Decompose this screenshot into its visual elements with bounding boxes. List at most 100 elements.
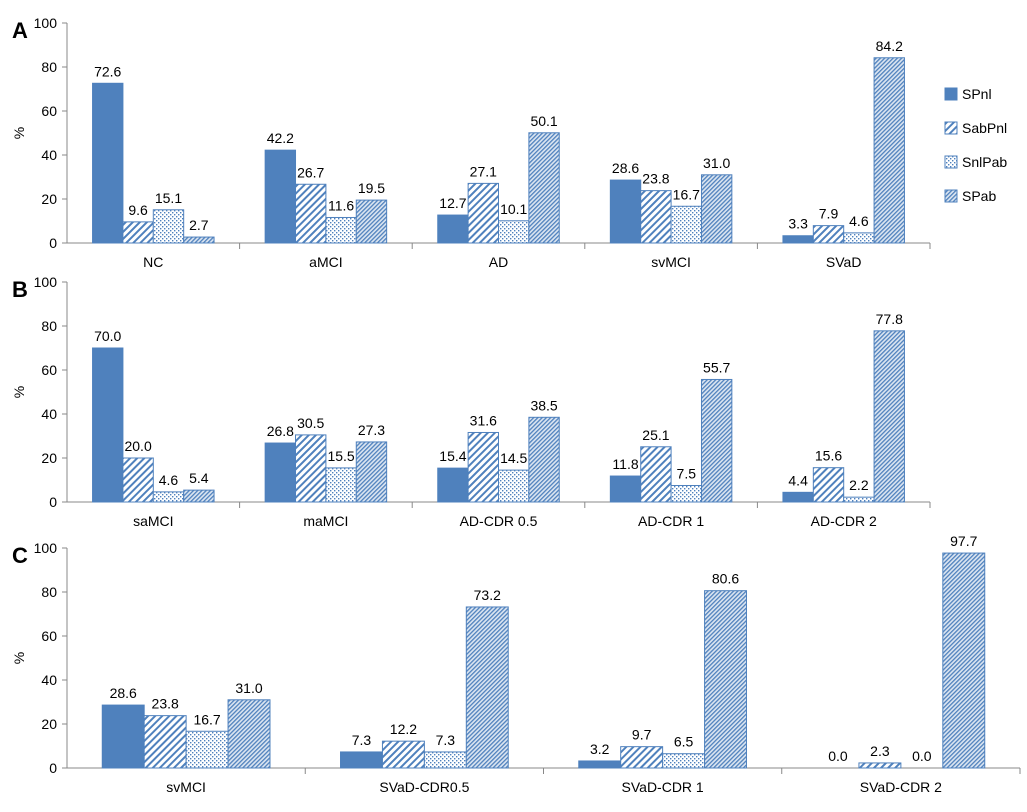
y-axis-label: %: [11, 127, 27, 139]
data-label: 27.1: [470, 163, 497, 179]
bar-snlpab: [152, 491, 185, 503]
category-label: svMCI: [166, 779, 206, 795]
legend-item-sabpnl: SabPnl: [944, 120, 1007, 136]
bar-sabpnl: [143, 715, 187, 769]
y-tick-label: 40: [41, 672, 57, 688]
bar-sabpnl: [620, 746, 664, 769]
data-label: 55.7: [703, 359, 730, 375]
data-label: 6.5: [674, 734, 694, 750]
data-label: 2.7: [189, 217, 209, 233]
data-label: 26.7: [297, 164, 324, 180]
category-label: saMCI: [133, 513, 173, 529]
y-tick-label: 100: [34, 15, 58, 31]
data-label: 10.1: [500, 201, 527, 217]
y-tick-label: 40: [41, 147, 57, 163]
panel-c: C% 0 20 40 60 80 100 svMCI 28.6 23.8 16.7 31.0 SVaD-…: [11, 533, 1021, 795]
bar-sabpnl: [858, 762, 902, 769]
bar-spab: [355, 199, 388, 244]
bar-snlpab: [325, 216, 357, 244]
legend: SPnl SabPnl SnlPab SPab: [944, 86, 1007, 204]
data-label: 28.6: [612, 160, 639, 176]
bar-snlpab: [670, 485, 702, 503]
bar-spnl: [609, 179, 642, 244]
category-label: aMCI: [309, 254, 342, 270]
category-label: AD: [489, 254, 508, 270]
legend-item-spnl: SPnl: [944, 86, 992, 102]
data-label: 27.3: [358, 422, 385, 438]
y-tick-label: 60: [41, 628, 57, 644]
category-label: AD-CDR 1: [638, 513, 704, 529]
bar-spnl: [340, 751, 383, 769]
bar-spab: [700, 378, 733, 503]
bar-spab: [183, 489, 215, 503]
y-tick-label: 60: [41, 362, 57, 378]
panel-letter: A: [12, 18, 28, 43]
bar-snlpab: [843, 496, 875, 503]
bar-snlpab: [152, 209, 185, 244]
bar-spnl: [92, 347, 124, 503]
bar-sabpnl: [812, 467, 845, 503]
legend-label: SabPnl: [962, 120, 1007, 136]
data-label: 3.3: [788, 216, 808, 232]
legend-swatch: [944, 189, 958, 203]
data-label: 15.1: [155, 190, 182, 206]
panel-letter: B: [12, 277, 28, 302]
data-label: 5.4: [189, 470, 209, 486]
category-label: AD-CDR 0.5: [460, 513, 538, 529]
bar-spab: [183, 236, 215, 244]
y-tick-label: 0: [49, 760, 57, 776]
data-label: 72.6: [94, 63, 121, 79]
data-label: 23.8: [642, 171, 669, 187]
bar-spnl: [782, 235, 814, 244]
y-tick-label: 100: [34, 274, 58, 290]
legend-item-snlpab: SnlPab: [944, 154, 1007, 170]
data-label: 15.4: [439, 448, 466, 464]
y-tick-label: 20: [41, 716, 57, 732]
bar-snlpab: [843, 232, 875, 244]
panel-b: B% 0 20 40 60 80 100 saMCI 70.0 20.0 4.6 5.4 maMCI 26…: [11, 274, 931, 529]
legend-swatch: [944, 121, 958, 135]
data-label: 42.2: [267, 130, 294, 146]
data-label: 9.7: [632, 727, 652, 743]
category-label: AD-CDR 2: [811, 513, 877, 529]
y-tick-label: 80: [41, 318, 57, 334]
y-tick-label: 0: [49, 494, 57, 510]
data-label: 7.5: [677, 466, 697, 482]
bar-spnl: [264, 442, 297, 503]
bar-spab: [528, 416, 560, 503]
bar-spab: [227, 699, 271, 769]
data-label: 15.6: [815, 448, 842, 464]
bar-spab: [704, 590, 747, 769]
bar-snlpab: [423, 751, 467, 769]
bar-spnl: [101, 704, 145, 769]
data-label: 19.5: [358, 180, 385, 196]
bar-snlpab: [498, 469, 530, 503]
y-tick-label: 60: [41, 103, 57, 119]
data-label: 0.0: [912, 748, 932, 764]
category-label: SVaD-CDR0.5: [379, 779, 469, 795]
data-label: 12.2: [390, 721, 417, 737]
bar-spnl: [578, 760, 622, 769]
y-tick-label: 100: [34, 540, 58, 556]
bar-spab: [700, 174, 733, 244]
bar-snlpab: [498, 220, 530, 244]
bar-spnl: [264, 149, 297, 244]
y-tick-label: 80: [41, 59, 57, 75]
category-label: NC: [143, 254, 163, 270]
bar-snlpab: [325, 467, 357, 503]
legend-label: SPnl: [962, 86, 992, 102]
bar-sabpnl: [295, 434, 327, 503]
legend-label: SPab: [962, 188, 996, 204]
data-label: 28.6: [110, 685, 137, 701]
data-label: 2.2: [849, 477, 869, 493]
panel-a: A% 0 20 40 60 80 100 NC 72.6 9.6 15.1 2.7 aMCI 42.2 26…: [11, 15, 931, 270]
data-label: 4.4: [788, 472, 808, 488]
data-label: 7.3: [352, 732, 372, 748]
data-label: 84.2: [876, 38, 903, 54]
data-label: 77.8: [876, 311, 903, 327]
legend-swatch: [944, 155, 958, 169]
data-label: 9.6: [128, 202, 148, 218]
data-label: 26.8: [267, 423, 294, 439]
data-label: 80.6: [712, 571, 739, 587]
bar-snlpab: [185, 730, 229, 769]
